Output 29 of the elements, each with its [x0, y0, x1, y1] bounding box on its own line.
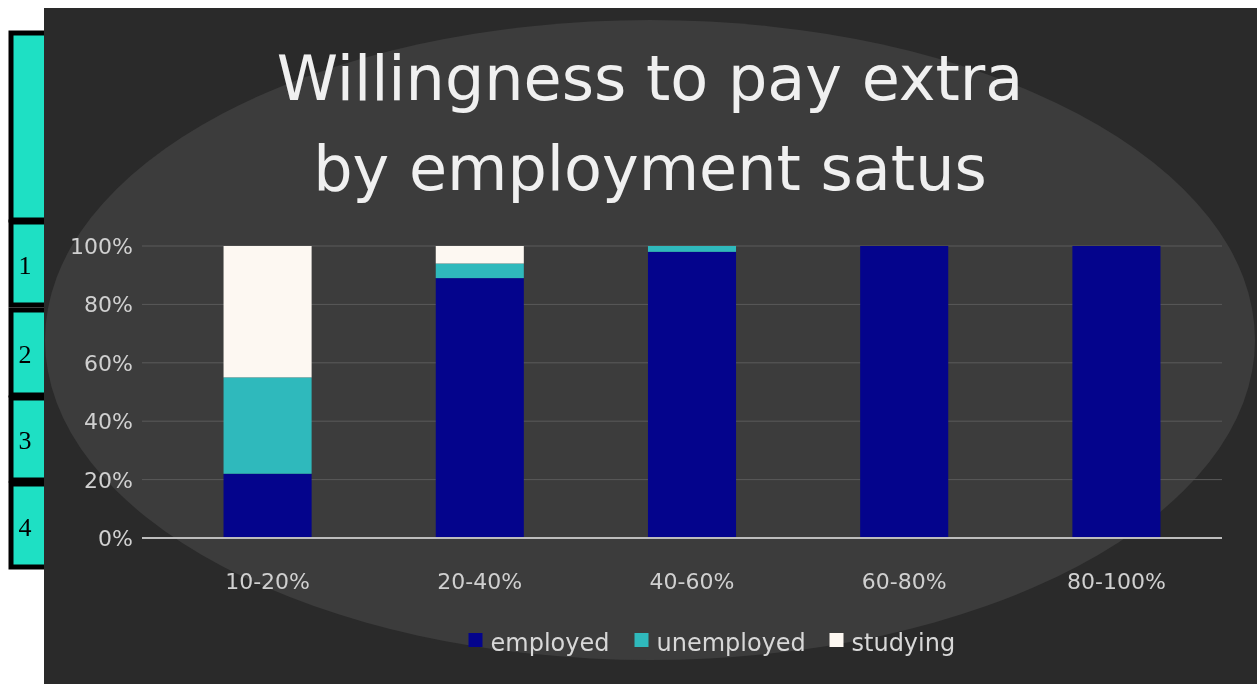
legend-label: studying: [851, 629, 956, 657]
x-tick-label: 40-60%: [649, 569, 735, 594]
y-tick-label: 80%: [84, 292, 133, 318]
chart-title: Willingness to pay extra by employment satus: [276, 42, 1024, 205]
bar: [223, 377, 312, 474]
x-tick-label: 60-80%: [861, 569, 947, 594]
text: 4: [18, 512, 32, 542]
y-tick-label: 40%: [84, 409, 133, 435]
bar: [435, 278, 524, 538]
y-tick-label: 100%: [70, 234, 133, 259]
bar: [435, 263, 524, 279]
y-tick-label: 60%: [84, 350, 133, 376]
text: 2: [18, 339, 32, 369]
bar: [647, 251, 737, 538]
bar: [435, 246, 524, 264]
bar: [223, 246, 312, 378]
legend-label: employed: [490, 629, 610, 657]
bar: [860, 246, 949, 538]
y-tick-label: 0%: [98, 526, 133, 551]
x-tick-label: 10-20%: [225, 569, 310, 594]
bar: [223, 473, 312, 538]
y-tick-label: 20%: [84, 467, 133, 493]
x-tick-label: 20-40%: [437, 569, 523, 594]
text: 1: [18, 250, 32, 280]
bar: [1072, 246, 1161, 538]
bar: [647, 246, 737, 252]
text: 3: [18, 426, 32, 455]
legend-label: unemployed: [656, 629, 806, 657]
x-tick-label: 80-100%: [1067, 569, 1166, 594]
